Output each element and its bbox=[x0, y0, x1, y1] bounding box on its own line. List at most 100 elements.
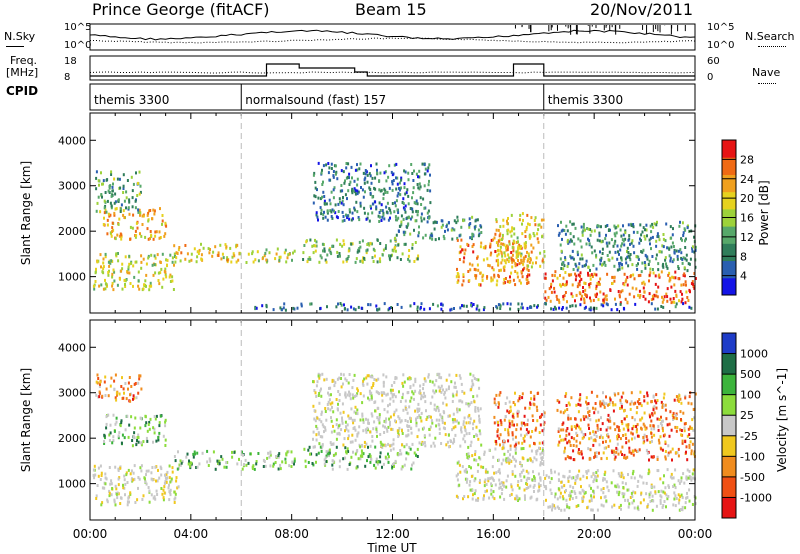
power-cell bbox=[247, 252, 250, 256]
power-cell bbox=[571, 283, 574, 287]
velocity-cell bbox=[582, 495, 585, 499]
velocity-cell bbox=[579, 477, 582, 481]
power-cell bbox=[314, 180, 317, 184]
power-cell bbox=[125, 206, 127, 210]
velocity-cell bbox=[332, 459, 335, 463]
power-cell bbox=[582, 229, 585, 233]
power-cell bbox=[624, 297, 627, 301]
velocity-cell bbox=[458, 408, 461, 412]
velocity-cell bbox=[108, 489, 111, 493]
velocity-cell bbox=[404, 399, 407, 403]
power-cell bbox=[662, 298, 665, 302]
velocity-cell bbox=[643, 411, 646, 415]
velocity-cell bbox=[525, 478, 528, 482]
velocity-cell bbox=[351, 418, 354, 422]
power-cell bbox=[384, 191, 387, 194]
velocity-cell bbox=[672, 476, 675, 480]
power-cell bbox=[329, 202, 332, 206]
power-cell bbox=[556, 276, 559, 280]
power-cell bbox=[375, 304, 378, 308]
velocity-cell bbox=[513, 423, 515, 427]
velocity-cell bbox=[471, 497, 474, 501]
power-cell bbox=[345, 166, 348, 170]
velocity-cell bbox=[293, 459, 296, 463]
power-cell bbox=[427, 183, 430, 187]
power-cell bbox=[593, 272, 596, 276]
velocity-cell bbox=[596, 394, 599, 398]
power-cell bbox=[361, 188, 364, 192]
velocity-cell bbox=[405, 408, 408, 411]
velocity-cell bbox=[163, 481, 166, 485]
power-cell bbox=[354, 308, 357, 312]
velocity-cell bbox=[562, 421, 565, 425]
velocity-cell bbox=[566, 408, 569, 411]
power-cell bbox=[481, 278, 484, 282]
velocity-cell bbox=[520, 421, 523, 425]
power-cell bbox=[527, 269, 530, 272]
velocity-cell bbox=[340, 377, 342, 380]
velocity-cell bbox=[614, 484, 617, 488]
velocity-cell bbox=[321, 423, 324, 427]
power-cell bbox=[102, 265, 105, 269]
x-tick-label: 12:00 bbox=[375, 527, 410, 541]
velocity-cell bbox=[178, 463, 181, 467]
velocity-cell bbox=[465, 470, 468, 474]
power-cell bbox=[616, 244, 619, 248]
velocity-cell bbox=[592, 471, 595, 475]
velocity-cell bbox=[525, 487, 528, 490]
power-cell bbox=[196, 255, 199, 259]
power-cell bbox=[680, 283, 683, 287]
power-cell bbox=[524, 230, 527, 234]
velocity-cell bbox=[403, 445, 406, 449]
power-cell bbox=[123, 216, 126, 219]
velocity-cell bbox=[103, 440, 105, 443]
power-cell bbox=[589, 228, 592, 231]
velocity-cell bbox=[419, 384, 422, 388]
velocity-cell bbox=[331, 463, 334, 467]
power-cell bbox=[314, 249, 317, 253]
velocity-cell bbox=[506, 458, 509, 462]
velocity-cell bbox=[500, 481, 503, 485]
velocity-cell bbox=[107, 413, 110, 417]
power-cell bbox=[482, 308, 485, 312]
power-cell bbox=[400, 305, 403, 309]
velocity-cell bbox=[568, 469, 571, 473]
velocity-cell bbox=[653, 405, 656, 409]
velocity-cell bbox=[684, 501, 687, 505]
power-cell bbox=[507, 260, 510, 263]
velocity-cell bbox=[609, 396, 611, 400]
power-cell bbox=[588, 239, 591, 243]
velocity-cell bbox=[595, 479, 598, 483]
power-cell bbox=[382, 192, 385, 196]
power-cell bbox=[551, 279, 554, 283]
velocity-cell bbox=[103, 380, 106, 384]
velocity-cell bbox=[625, 423, 628, 427]
power-cell bbox=[164, 270, 167, 274]
power-cell bbox=[330, 167, 333, 170]
velocity-cell bbox=[126, 481, 129, 484]
power-cell bbox=[502, 242, 505, 246]
power-cell bbox=[311, 244, 314, 248]
power-cell bbox=[578, 283, 581, 287]
velocity-cell bbox=[328, 398, 331, 402]
velocity-cell bbox=[596, 485, 599, 489]
power-cell bbox=[584, 228, 586, 232]
velocity-cell bbox=[688, 469, 691, 473]
velocity-cell bbox=[402, 392, 404, 396]
velocity-cell bbox=[512, 437, 515, 441]
velocity-cell bbox=[391, 466, 394, 470]
power-cell bbox=[503, 268, 506, 272]
velocity-cell bbox=[468, 413, 471, 417]
power-cell bbox=[361, 259, 364, 263]
power-cell bbox=[138, 208, 141, 212]
velocity-cell bbox=[391, 464, 394, 468]
y-tick-label: 4000 bbox=[58, 341, 86, 354]
power-cell bbox=[579, 239, 582, 243]
power-cell bbox=[255, 306, 258, 310]
velocity-cell bbox=[149, 417, 152, 421]
velocity-cell bbox=[484, 478, 487, 482]
velocity-cell bbox=[430, 415, 432, 419]
velocity-cell bbox=[374, 409, 376, 413]
power-cell bbox=[488, 264, 491, 268]
power-cell bbox=[328, 248, 331, 252]
